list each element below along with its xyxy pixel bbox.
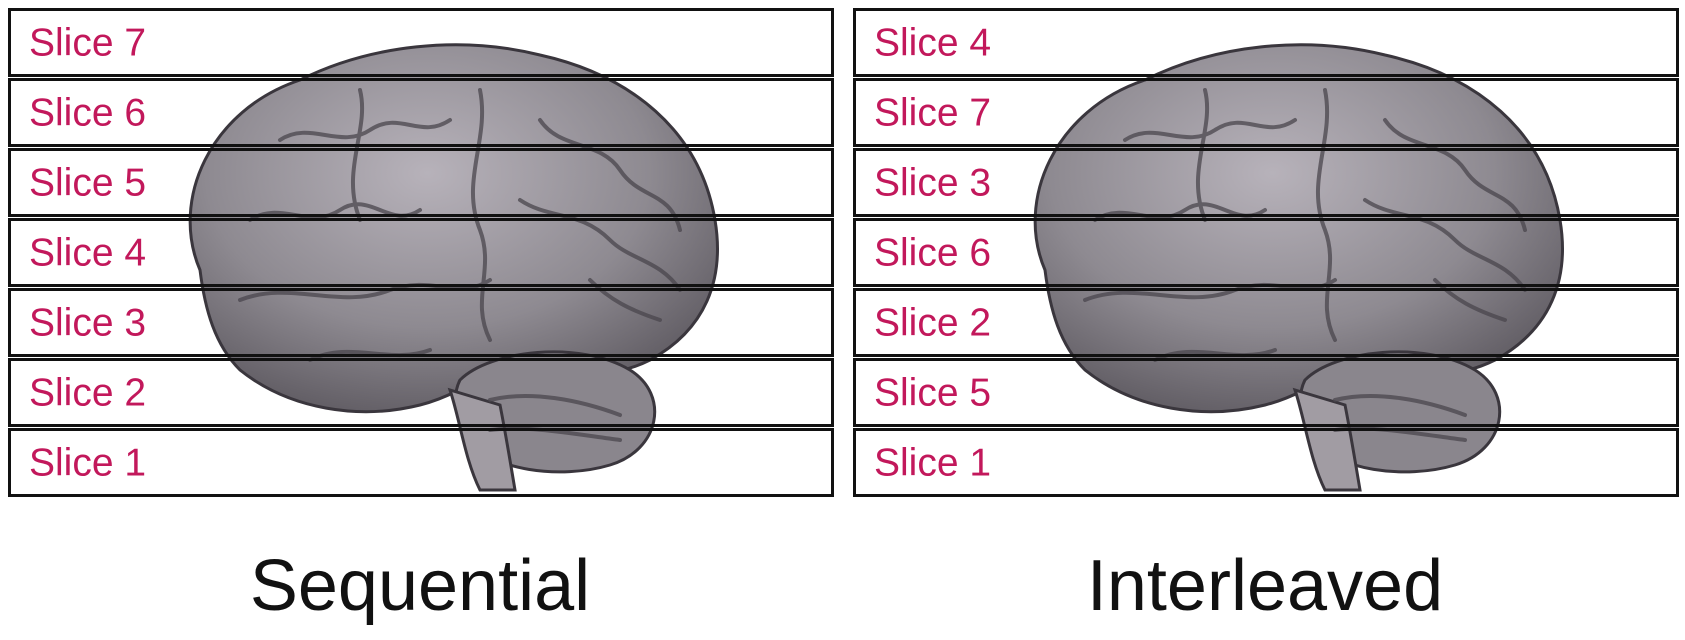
slice-label: Slice 1 bbox=[874, 441, 992, 484]
slice-label: Slice 5 bbox=[874, 371, 992, 414]
slice-label: Slice 6 bbox=[874, 231, 992, 274]
slice-band: Slice 3 bbox=[853, 148, 1679, 217]
slice-label: Slice 3 bbox=[874, 161, 992, 204]
slice-band: Slice 5 bbox=[853, 358, 1679, 427]
slice-band: Slice 2 bbox=[8, 358, 834, 427]
slice-label: Slice 7 bbox=[29, 21, 147, 64]
panel-caption: Sequential bbox=[249, 546, 591, 626]
slice-band: Slice 6 bbox=[853, 218, 1679, 287]
slice-band: Slice 5 bbox=[8, 148, 834, 217]
slice-label: Slice 7 bbox=[874, 91, 992, 134]
slice-label: Slice 5 bbox=[29, 161, 147, 204]
slice-label: Slice 2 bbox=[29, 371, 147, 414]
slice-band: Slice 1 bbox=[853, 428, 1679, 497]
slice-label: Slice 4 bbox=[874, 21, 992, 64]
interleaved-panel: Slice 4 Slice 7 Slice 3 Slice 6 Slice 2 … bbox=[845, 0, 1685, 640]
slice-band: Slice 4 bbox=[8, 218, 834, 287]
slice-band: Slice 4 bbox=[853, 8, 1679, 77]
slice-band: Slice 2 bbox=[853, 288, 1679, 357]
slice-label: Slice 3 bbox=[29, 301, 147, 344]
brain-illustration bbox=[1033, 43, 1564, 492]
sequential-panel: Slice 7 Slice 6 Slice 5 Slice 4 Slice 3 … bbox=[0, 0, 840, 640]
slice-band: Slice 7 bbox=[853, 78, 1679, 147]
slice-band: Slice 7 bbox=[8, 8, 834, 77]
panel-caption: Interleaved bbox=[1086, 546, 1444, 626]
slice-band: Slice 3 bbox=[8, 288, 834, 357]
slice-band: Slice 6 bbox=[8, 78, 834, 147]
slice-label: Slice 6 bbox=[29, 91, 147, 134]
slice-label: Slice 2 bbox=[874, 301, 992, 344]
slice-label: Slice 4 bbox=[29, 231, 147, 274]
slice-label: Slice 1 bbox=[29, 441, 147, 484]
slice-band: Slice 1 bbox=[8, 428, 834, 497]
